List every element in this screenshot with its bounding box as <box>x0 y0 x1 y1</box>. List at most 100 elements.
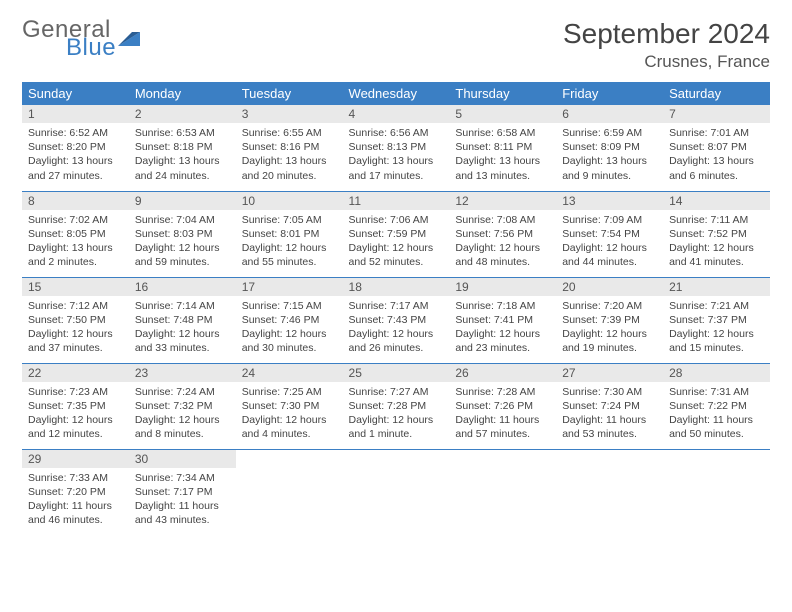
daylight-text-2: and 12 minutes. <box>28 427 123 441</box>
sunset-text: Sunset: 7:41 PM <box>455 313 550 327</box>
day-details: Sunrise: 7:31 AMSunset: 7:22 PMDaylight:… <box>663 382 770 446</box>
day-number: 28 <box>663 364 770 382</box>
sunset-text: Sunset: 7:30 PM <box>242 399 337 413</box>
sunset-text: Sunset: 7:46 PM <box>242 313 337 327</box>
calendar-day-cell: 30Sunrise: 7:34 AMSunset: 7:17 PMDayligh… <box>129 449 236 535</box>
sunrise-text: Sunrise: 7:05 AM <box>242 213 337 227</box>
calendar-day-cell: 18Sunrise: 7:17 AMSunset: 7:43 PMDayligh… <box>343 277 450 363</box>
daylight-text-2: and 43 minutes. <box>135 513 230 527</box>
day-details: Sunrise: 6:53 AMSunset: 8:18 PMDaylight:… <box>129 123 236 187</box>
day-details: Sunrise: 7:04 AMSunset: 8:03 PMDaylight:… <box>129 210 236 274</box>
sunrise-text: Sunrise: 7:09 AM <box>562 213 657 227</box>
day-number: 30 <box>129 450 236 468</box>
daylight-text-1: Daylight: 11 hours <box>135 499 230 513</box>
day-number: 16 <box>129 278 236 296</box>
day-number: 23 <box>129 364 236 382</box>
daylight-text-1: Daylight: 12 hours <box>669 241 764 255</box>
calendar-day-cell: 9Sunrise: 7:04 AMSunset: 8:03 PMDaylight… <box>129 191 236 277</box>
sunrise-text: Sunrise: 7:15 AM <box>242 299 337 313</box>
daylight-text-1: Daylight: 13 hours <box>669 154 764 168</box>
sunrise-text: Sunrise: 7:18 AM <box>455 299 550 313</box>
sunset-text: Sunset: 8:11 PM <box>455 140 550 154</box>
sunset-text: Sunset: 7:43 PM <box>349 313 444 327</box>
daylight-text-1: Daylight: 12 hours <box>349 327 444 341</box>
weekday-header: Wednesday <box>343 82 450 105</box>
sunset-text: Sunset: 7:37 PM <box>669 313 764 327</box>
daylight-text-2: and 57 minutes. <box>455 427 550 441</box>
calendar-day-cell: 10Sunrise: 7:05 AMSunset: 8:01 PMDayligh… <box>236 191 343 277</box>
daylight-text-1: Daylight: 12 hours <box>562 241 657 255</box>
calendar-day-cell: 17Sunrise: 7:15 AMSunset: 7:46 PMDayligh… <box>236 277 343 363</box>
daylight-text-2: and 37 minutes. <box>28 341 123 355</box>
daylight-text-2: and 17 minutes. <box>349 169 444 183</box>
day-details: Sunrise: 7:23 AMSunset: 7:35 PMDaylight:… <box>22 382 129 446</box>
sunset-text: Sunset: 8:13 PM <box>349 140 444 154</box>
daylight-text-2: and 55 minutes. <box>242 255 337 269</box>
daylight-text-1: Daylight: 12 hours <box>455 241 550 255</box>
weekday-header: Monday <box>129 82 236 105</box>
sunset-text: Sunset: 7:32 PM <box>135 399 230 413</box>
day-details: Sunrise: 7:25 AMSunset: 7:30 PMDaylight:… <box>236 382 343 446</box>
weekday-header: Tuesday <box>236 82 343 105</box>
daylight-text-2: and 59 minutes. <box>135 255 230 269</box>
sunset-text: Sunset: 7:54 PM <box>562 227 657 241</box>
sunrise-text: Sunrise: 7:04 AM <box>135 213 230 227</box>
sunrise-text: Sunrise: 7:21 AM <box>669 299 764 313</box>
day-number: 8 <box>22 192 129 210</box>
day-number: 1 <box>22 105 129 123</box>
day-details: Sunrise: 6:56 AMSunset: 8:13 PMDaylight:… <box>343 123 450 187</box>
calendar-day-cell: 24Sunrise: 7:25 AMSunset: 7:30 PMDayligh… <box>236 363 343 449</box>
day-details: Sunrise: 7:34 AMSunset: 7:17 PMDaylight:… <box>129 468 236 532</box>
calendar-day-cell: 7Sunrise: 7:01 AMSunset: 8:07 PMDaylight… <box>663 105 770 191</box>
weekday-header: Saturday <box>663 82 770 105</box>
day-number: 18 <box>343 278 450 296</box>
sunrise-text: Sunrise: 7:25 AM <box>242 385 337 399</box>
weekday-header: Friday <box>556 82 663 105</box>
flag-icon <box>118 28 144 50</box>
daylight-text-2: and 48 minutes. <box>455 255 550 269</box>
sunrise-text: Sunrise: 7:24 AM <box>135 385 230 399</box>
daylight-text-2: and 9 minutes. <box>562 169 657 183</box>
weekday-header: Sunday <box>22 82 129 105</box>
sunrise-text: Sunrise: 7:28 AM <box>455 385 550 399</box>
sunset-text: Sunset: 8:16 PM <box>242 140 337 154</box>
calendar-day-cell: 11Sunrise: 7:06 AMSunset: 7:59 PMDayligh… <box>343 191 450 277</box>
day-details: Sunrise: 7:12 AMSunset: 7:50 PMDaylight:… <box>22 296 129 360</box>
sunset-text: Sunset: 7:24 PM <box>562 399 657 413</box>
daylight-text-1: Daylight: 13 hours <box>242 154 337 168</box>
day-details: Sunrise: 7:20 AMSunset: 7:39 PMDaylight:… <box>556 296 663 360</box>
sunset-text: Sunset: 7:26 PM <box>455 399 550 413</box>
daylight-text-1: Daylight: 13 hours <box>349 154 444 168</box>
sunrise-text: Sunrise: 6:58 AM <box>455 126 550 140</box>
calendar-day-cell: 19Sunrise: 7:18 AMSunset: 7:41 PMDayligh… <box>449 277 556 363</box>
day-details: Sunrise: 7:06 AMSunset: 7:59 PMDaylight:… <box>343 210 450 274</box>
calendar-day-cell: 29Sunrise: 7:33 AMSunset: 7:20 PMDayligh… <box>22 449 129 535</box>
brand-logo: General Blue <box>22 18 144 60</box>
daylight-text-2: and 46 minutes. <box>28 513 123 527</box>
daylight-text-1: Daylight: 12 hours <box>242 241 337 255</box>
day-number: 11 <box>343 192 450 210</box>
sunrise-text: Sunrise: 6:59 AM <box>562 126 657 140</box>
sunset-text: Sunset: 7:56 PM <box>455 227 550 241</box>
calendar-day-cell: .. <box>343 449 450 535</box>
sunrise-text: Sunrise: 7:23 AM <box>28 385 123 399</box>
day-number: 7 <box>663 105 770 123</box>
day-details: Sunrise: 7:02 AMSunset: 8:05 PMDaylight:… <box>22 210 129 274</box>
sunset-text: Sunset: 8:07 PM <box>669 140 764 154</box>
daylight-text-1: Daylight: 12 hours <box>349 241 444 255</box>
day-details: Sunrise: 7:28 AMSunset: 7:26 PMDaylight:… <box>449 382 556 446</box>
day-number: 22 <box>22 364 129 382</box>
daylight-text-1: Daylight: 12 hours <box>135 327 230 341</box>
daylight-text-1: Daylight: 11 hours <box>455 413 550 427</box>
calendar-day-cell: .. <box>236 449 343 535</box>
day-details: Sunrise: 7:21 AMSunset: 7:37 PMDaylight:… <box>663 296 770 360</box>
calendar-day-cell: 12Sunrise: 7:08 AMSunset: 7:56 PMDayligh… <box>449 191 556 277</box>
calendar-day-cell: 28Sunrise: 7:31 AMSunset: 7:22 PMDayligh… <box>663 363 770 449</box>
day-number: 15 <box>22 278 129 296</box>
calendar-day-cell: 20Sunrise: 7:20 AMSunset: 7:39 PMDayligh… <box>556 277 663 363</box>
day-number: 21 <box>663 278 770 296</box>
day-details: Sunrise: 6:52 AMSunset: 8:20 PMDaylight:… <box>22 123 129 187</box>
day-number: 13 <box>556 192 663 210</box>
sunrise-text: Sunrise: 7:20 AM <box>562 299 657 313</box>
calendar-day-cell: 16Sunrise: 7:14 AMSunset: 7:48 PMDayligh… <box>129 277 236 363</box>
